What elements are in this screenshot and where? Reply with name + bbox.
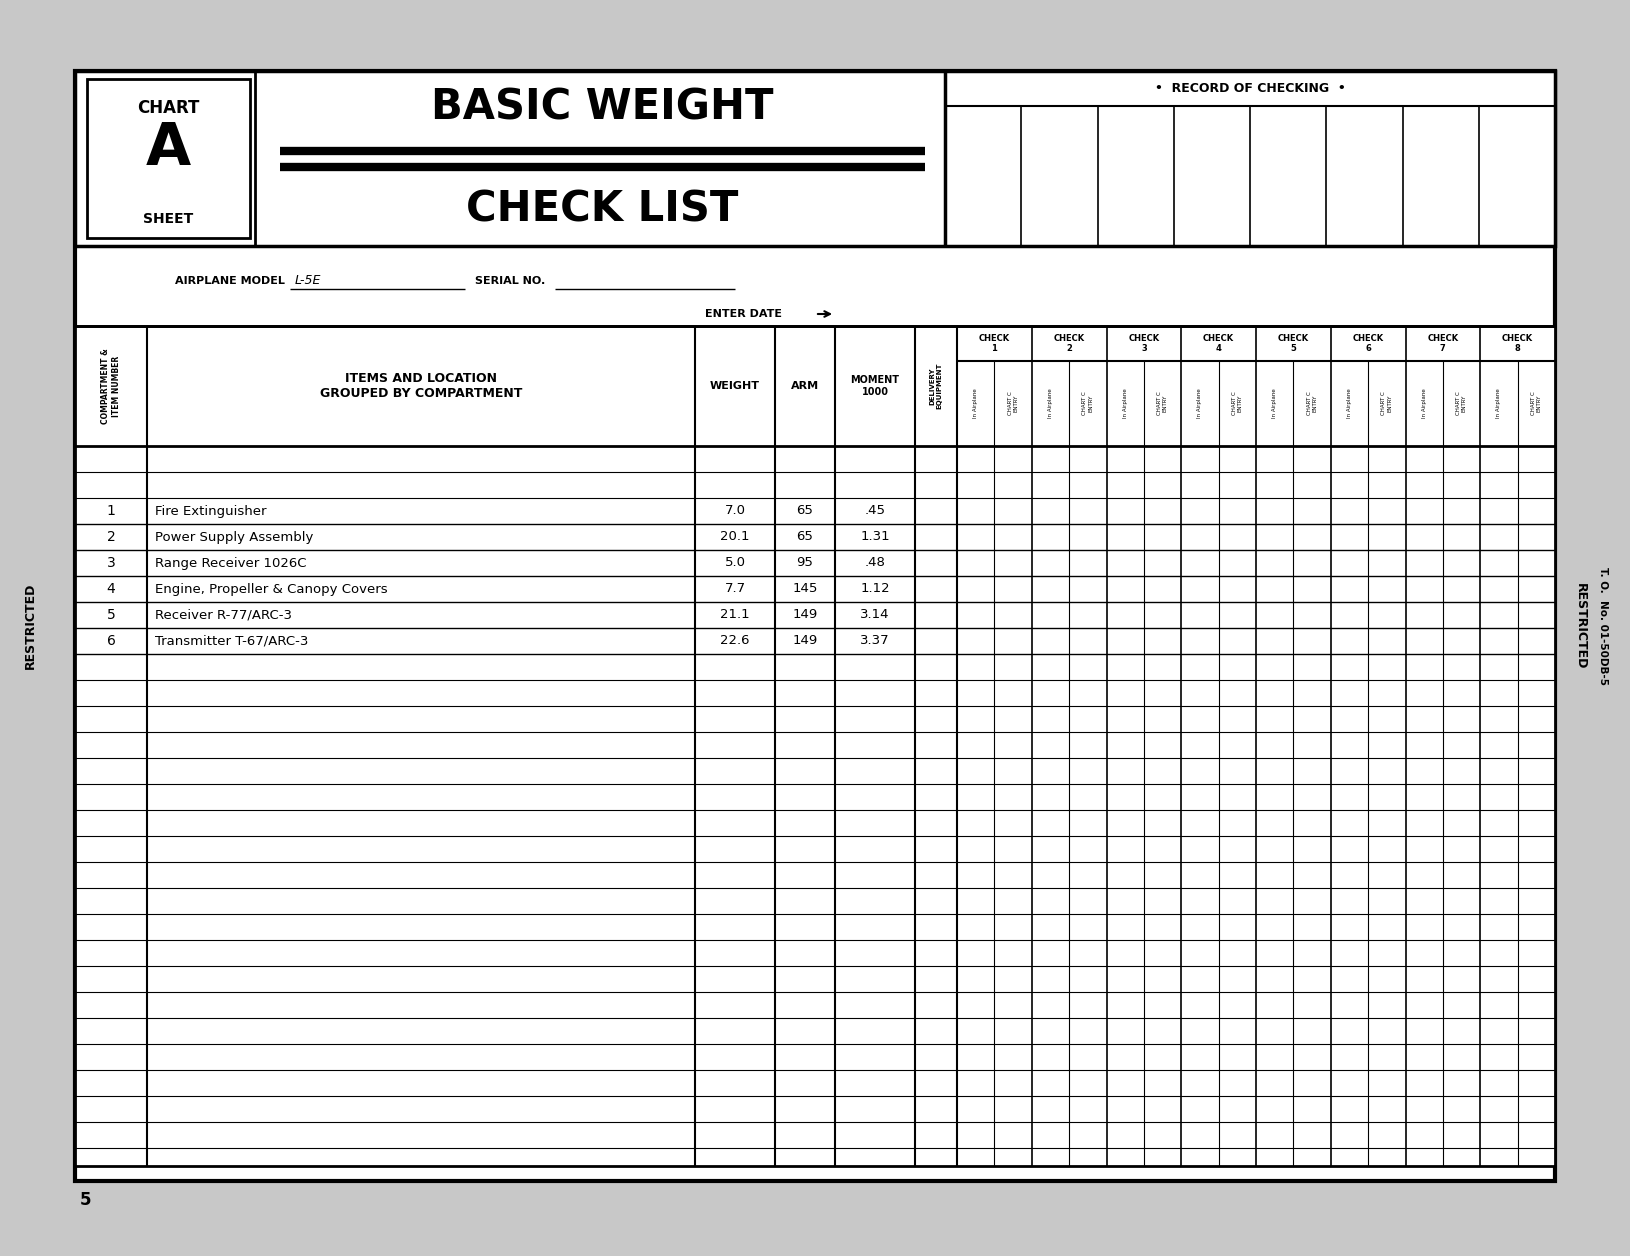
Text: 5: 5: [106, 608, 116, 622]
Text: CHART C
ENTRY: CHART C ENTRY: [1381, 392, 1392, 416]
Text: AIRPLANE MODEL: AIRPLANE MODEL: [174, 276, 285, 286]
Text: CHART C
ENTRY: CHART C ENTRY: [1007, 392, 1019, 416]
Text: CHECK LIST: CHECK LIST: [466, 188, 738, 231]
Text: L-5E: L-5E: [295, 275, 321, 288]
Text: CHART C
ENTRY: CHART C ENTRY: [1232, 392, 1242, 416]
Text: In Airplane: In Airplane: [1271, 388, 1278, 418]
Text: CHECK
7: CHECK 7: [1428, 334, 1459, 353]
Text: 3: 3: [106, 556, 116, 570]
Text: BASIC WEIGHT: BASIC WEIGHT: [432, 85, 774, 128]
Text: 4: 4: [106, 582, 116, 597]
Text: 5.0: 5.0: [724, 556, 745, 569]
Text: 3.37: 3.37: [861, 634, 890, 648]
Text: 6: 6: [106, 634, 116, 648]
Text: CHECK
2: CHECK 2: [1053, 334, 1084, 353]
Text: Transmitter T-67/ARC-3: Transmitter T-67/ARC-3: [155, 634, 308, 648]
Text: 1.12: 1.12: [861, 583, 890, 595]
Text: CHECK
3: CHECK 3: [1128, 334, 1159, 353]
Text: CHART C
ENTRY: CHART C ENTRY: [1307, 392, 1317, 416]
Text: RESTRICTED: RESTRICTED: [1573, 583, 1586, 669]
Text: T. O.  No. 01-50DB-5: T. O. No. 01-50DB-5: [1597, 566, 1609, 685]
Text: 1: 1: [106, 504, 116, 517]
Bar: [86, 79, 249, 237]
Text: MOMENT
1000: MOMENT 1000: [851, 376, 900, 397]
Text: A: A: [147, 121, 191, 177]
Text: In Airplane: In Airplane: [1421, 388, 1426, 418]
Text: CHART C
ENTRY: CHART C ENTRY: [1082, 392, 1094, 416]
Text: 149: 149: [792, 608, 818, 622]
Text: CHECK
8: CHECK 8: [1503, 334, 1534, 353]
Text: 7.0: 7.0: [724, 505, 745, 517]
Text: In Airplane: In Airplane: [973, 388, 978, 418]
Text: 3.14: 3.14: [861, 608, 890, 622]
Text: In Airplane: In Airplane: [1496, 388, 1501, 418]
Text: WEIGHT: WEIGHT: [711, 381, 760, 391]
Text: CHART C
ENTRY: CHART C ENTRY: [1456, 392, 1467, 416]
Text: ARM: ARM: [791, 381, 818, 391]
Text: 20.1: 20.1: [720, 530, 750, 544]
Text: 22.6: 22.6: [720, 634, 750, 648]
Text: In Airplane: In Airplane: [1048, 388, 1053, 418]
Text: Range Receiver 1026C: Range Receiver 1026C: [155, 556, 306, 569]
Text: In Airplane: In Airplane: [1198, 388, 1203, 418]
Text: CHART C
ENTRY: CHART C ENTRY: [1531, 392, 1542, 416]
Text: 149: 149: [792, 634, 818, 648]
Text: Fire Extinguisher: Fire Extinguisher: [155, 505, 266, 517]
Text: CHECK
5: CHECK 5: [1278, 334, 1309, 353]
Text: RESTRICTED: RESTRICTED: [23, 583, 36, 669]
Bar: [75, 72, 1555, 1181]
Text: COMPARTMENT &
ITEM NUMBER: COMPARTMENT & ITEM NUMBER: [101, 348, 121, 423]
Text: CHART C
ENTRY: CHART C ENTRY: [1157, 392, 1169, 416]
Text: .45: .45: [864, 505, 885, 517]
Text: 5: 5: [80, 1191, 91, 1210]
Bar: [75, 327, 1555, 1166]
Text: 65: 65: [797, 530, 813, 544]
Text: SERIAL NO.: SERIAL NO.: [474, 276, 546, 286]
Text: CHECK
4: CHECK 4: [1203, 334, 1234, 353]
Text: 65: 65: [797, 505, 813, 517]
Text: 7.7: 7.7: [724, 583, 745, 595]
Text: CHART: CHART: [137, 99, 200, 117]
Text: CHECK
1: CHECK 1: [978, 334, 1011, 353]
Text: .48: .48: [864, 556, 885, 569]
Text: 21.1: 21.1: [720, 608, 750, 622]
Text: DELIVERY
EQUIPMENT: DELIVERY EQUIPMENT: [929, 363, 942, 409]
Text: In Airplane: In Airplane: [1346, 388, 1351, 418]
Text: In Airplane: In Airplane: [1123, 388, 1128, 418]
Text: SHEET: SHEET: [143, 212, 194, 226]
Text: 1.31: 1.31: [861, 530, 890, 544]
Text: 95: 95: [797, 556, 813, 569]
Text: Engine, Propeller & Canopy Covers: Engine, Propeller & Canopy Covers: [155, 583, 388, 595]
Text: Power Supply Assembly: Power Supply Assembly: [155, 530, 313, 544]
Text: 2: 2: [106, 530, 116, 544]
Text: •  RECORD OF CHECKING  •: • RECORD OF CHECKING •: [1154, 82, 1345, 95]
Text: Receiver R-77/ARC-3: Receiver R-77/ARC-3: [155, 608, 292, 622]
Bar: [75, 72, 1555, 246]
Text: CHECK
6: CHECK 6: [1353, 334, 1384, 353]
Text: ITEMS AND LOCATION
GROUPED BY COMPARTMENT: ITEMS AND LOCATION GROUPED BY COMPARTMEN…: [319, 372, 522, 399]
Text: ENTER DATE: ENTER DATE: [706, 309, 782, 319]
Text: 145: 145: [792, 583, 818, 595]
